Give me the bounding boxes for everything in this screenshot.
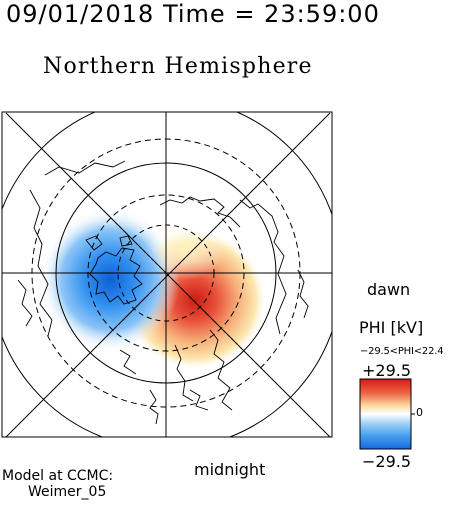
hemisphere-title: Northern Hemisphere bbox=[43, 54, 313, 79]
dawn-label: dawn bbox=[367, 280, 411, 299]
neutral-zone bbox=[145, 220, 225, 280]
meridian-line bbox=[5, 112, 331, 437]
colorbar-max-label: +29.5 bbox=[362, 361, 412, 380]
colorbar-zero-label: 0 bbox=[416, 406, 423, 419]
colorbar-title: PHI [kV] bbox=[359, 318, 424, 337]
colorbar bbox=[359, 378, 412, 450]
colorbar-min-label: −29.5 bbox=[362, 452, 412, 471]
datetime-title: 09/01/2018 Time = 23:59:00 bbox=[6, 0, 380, 28]
colorbar-range: −29.5<PHI<22.4 bbox=[360, 346, 444, 357]
negative-potential-cell bbox=[40, 208, 180, 352]
coastlines bbox=[17, 160, 309, 425]
model-label: Model at CCMC: bbox=[2, 468, 114, 484]
midnight-label: midnight bbox=[194, 460, 266, 479]
model-name: Weimer_05 bbox=[28, 484, 107, 500]
